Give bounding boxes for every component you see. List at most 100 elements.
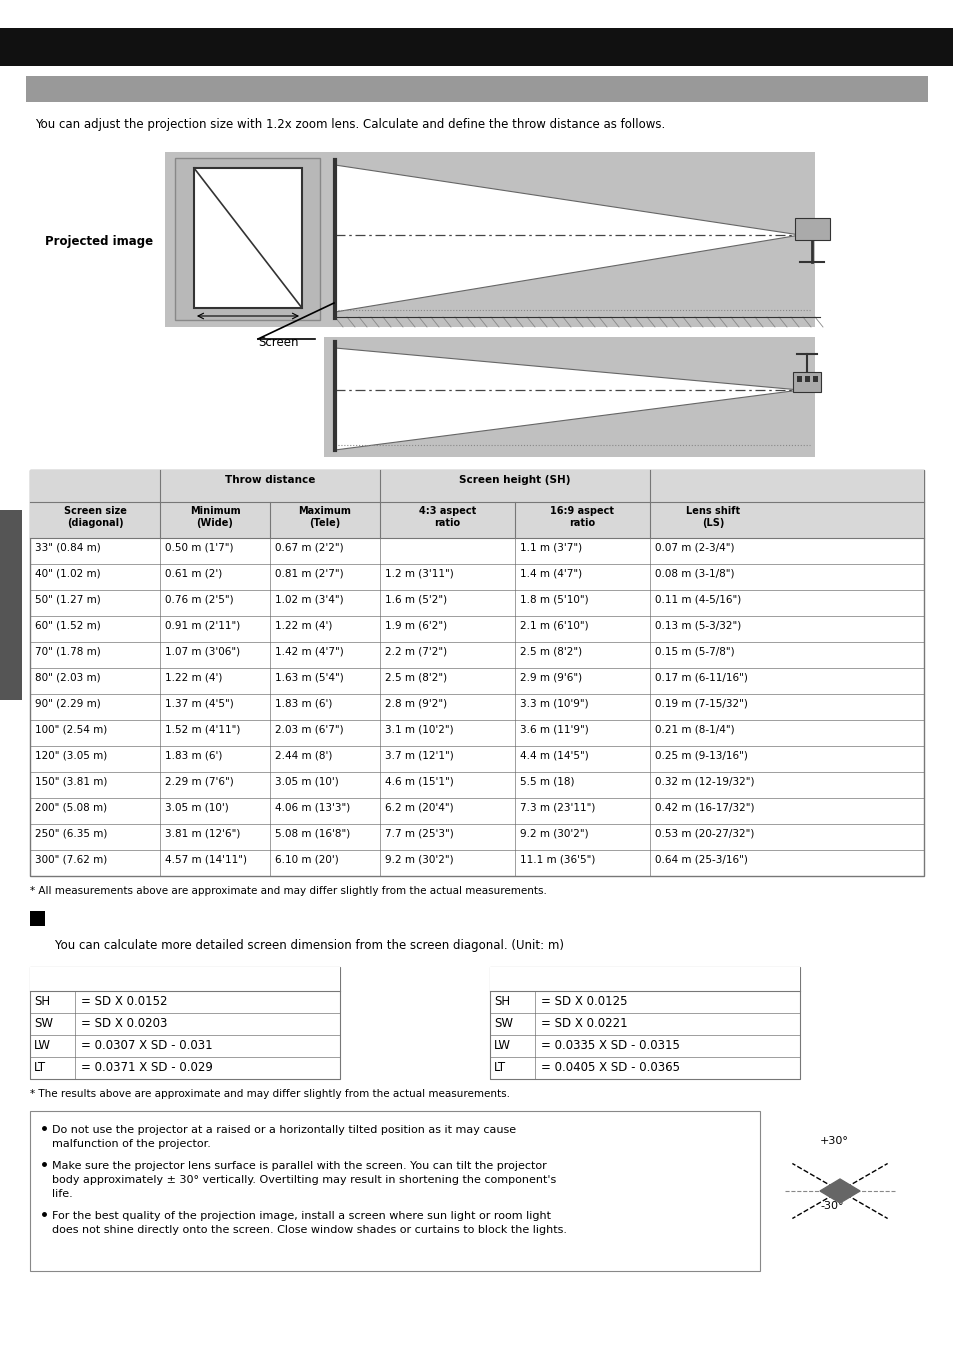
Text: 0.32 m (12-19/32"): 0.32 m (12-19/32"): [655, 777, 754, 788]
Text: 0.25 m (9-13/16"): 0.25 m (9-13/16"): [655, 751, 747, 761]
Polygon shape: [335, 165, 800, 312]
Text: 33" (0.84 m): 33" (0.84 m): [35, 543, 101, 553]
Text: 0.17 m (6-11/16"): 0.17 m (6-11/16"): [655, 673, 747, 684]
Bar: [0, 28, 953, 66]
Text: 250" (6.35 m): 250" (6.35 m): [35, 830, 108, 839]
Text: 80" (2.03 m): 80" (2.03 m): [35, 673, 100, 684]
Text: = 0.0307 X SD - 0.031: = 0.0307 X SD - 0.031: [81, 1039, 213, 1052]
Text: malfunction of the projector.: malfunction of the projector.: [52, 1139, 211, 1148]
Text: +30°: +30°: [820, 1136, 848, 1146]
Text: 60" (1.52 m): 60" (1.52 m): [35, 621, 101, 631]
Text: 0.42 m (16-17/32"): 0.42 m (16-17/32"): [655, 802, 754, 813]
Text: 4.6 m (15'1"): 4.6 m (15'1"): [385, 777, 454, 788]
Text: 1.83 m (6'): 1.83 m (6'): [274, 698, 332, 709]
Bar: [30, 470, 923, 503]
Text: 150" (3.81 m): 150" (3.81 m): [35, 777, 108, 788]
Text: 2.8 m (9'2"): 2.8 m (9'2"): [385, 698, 447, 709]
Bar: [30, 503, 923, 538]
Text: 4.06 m (13'3"): 4.06 m (13'3"): [274, 802, 350, 813]
Text: Screen: Screen: [257, 336, 298, 349]
Text: SW: SW: [494, 1017, 513, 1029]
Text: 1.63 m (5'4"): 1.63 m (5'4"): [274, 673, 343, 684]
Text: body approximately ± 30° vertically. Overtilting may result in shortening the co: body approximately ± 30° vertically. Ove…: [52, 1175, 556, 1185]
Text: 0.81 m (2'7"): 0.81 m (2'7"): [274, 569, 343, 580]
Text: LT: LT: [34, 1061, 46, 1074]
Text: 4.57 m (14'11"): 4.57 m (14'11"): [165, 855, 247, 865]
Text: 0.19 m (7-15/32"): 0.19 m (7-15/32"): [655, 698, 747, 709]
Text: 0.50 m (1'7"): 0.50 m (1'7"): [165, 543, 233, 553]
Text: 1.02 m (3'4"): 1.02 m (3'4"): [274, 594, 343, 605]
Text: 0.67 m (2'2"): 0.67 m (2'2"): [274, 543, 343, 553]
Text: * The results above are approximate and may differ slightly from the actual meas: * The results above are approximate and …: [30, 1089, 510, 1098]
Text: 0.21 m (8-1/4"): 0.21 m (8-1/4"): [655, 725, 734, 735]
Text: 1.9 m (6'2"): 1.9 m (6'2"): [385, 621, 447, 631]
Bar: [792, 372, 821, 392]
Bar: [26, 76, 927, 101]
Polygon shape: [335, 349, 800, 450]
Text: 50" (1.27 m): 50" (1.27 m): [35, 594, 101, 605]
Text: 0.53 m (20-27/32"): 0.53 m (20-27/32"): [655, 830, 754, 839]
Text: 1.4 m (4'7"): 1.4 m (4'7"): [519, 569, 581, 580]
Text: 90" (2.29 m): 90" (2.29 m): [35, 698, 101, 709]
Text: 6.10 m (20'): 6.10 m (20'): [274, 855, 338, 865]
Text: 5.08 m (16'8"): 5.08 m (16'8"): [274, 830, 350, 839]
Text: 9.2 m (30'2"): 9.2 m (30'2"): [519, 830, 588, 839]
Text: = 0.0405 X SD - 0.0365: = 0.0405 X SD - 0.0365: [540, 1061, 679, 1074]
Text: 0.13 m (5-3/32"): 0.13 m (5-3/32"): [655, 621, 740, 631]
Text: 6.2 m (20'4"): 6.2 m (20'4"): [385, 802, 453, 813]
Text: 1.83 m (6'): 1.83 m (6'): [165, 751, 222, 761]
Bar: [30, 967, 339, 992]
Text: Maximum
(Tele): Maximum (Tele): [298, 507, 351, 528]
Text: 40" (1.02 m): 40" (1.02 m): [35, 569, 100, 580]
Text: 1.22 m (4'): 1.22 m (4'): [274, 621, 332, 631]
Text: = SD X 0.0221: = SD X 0.0221: [540, 1017, 627, 1029]
Bar: [165, 153, 814, 327]
Bar: [0, 509, 22, 700]
Text: Throw distance: Throw distance: [225, 476, 314, 485]
Bar: [490, 967, 800, 1079]
Bar: [30, 1111, 760, 1271]
Bar: [324, 336, 814, 457]
Text: LW: LW: [494, 1039, 511, 1052]
Text: SH: SH: [34, 994, 51, 1008]
Text: 1.07 m (3'06"): 1.07 m (3'06"): [165, 647, 240, 657]
Text: Lens shift
(LS): Lens shift (LS): [686, 507, 740, 528]
Text: 0.91 m (2'11"): 0.91 m (2'11"): [165, 621, 240, 631]
Text: 1.2 m (3'11"): 1.2 m (3'11"): [385, 569, 454, 580]
Text: SW: SW: [34, 1017, 53, 1029]
Text: 7.7 m (25'3"): 7.7 m (25'3"): [385, 830, 454, 839]
Text: Projected image: Projected image: [45, 235, 153, 249]
Text: 0.15 m (5-7/8"): 0.15 m (5-7/8"): [655, 647, 734, 657]
Text: 120" (3.05 m): 120" (3.05 m): [35, 751, 107, 761]
Text: 200" (5.08 m): 200" (5.08 m): [35, 802, 107, 813]
Bar: [30, 967, 339, 1079]
Text: 4:3 aspect
ratio: 4:3 aspect ratio: [418, 507, 476, 528]
Text: = 0.0371 X SD - 0.029: = 0.0371 X SD - 0.029: [81, 1061, 213, 1074]
Text: 16:9 aspect
ratio: 16:9 aspect ratio: [550, 507, 614, 528]
Bar: [174, 158, 319, 320]
Text: 0.11 m (4-5/16"): 0.11 m (4-5/16"): [655, 594, 740, 605]
Text: 3.6 m (11'9"): 3.6 m (11'9"): [519, 725, 588, 735]
Text: SH: SH: [494, 994, 510, 1008]
Text: Do not use the projector at a raised or a horizontally tilted position as it may: Do not use the projector at a raised or …: [52, 1125, 516, 1135]
Text: 2.44 m (8'): 2.44 m (8'): [274, 751, 332, 761]
Text: ● Projection size(4:3): ● Projection size(4:3): [36, 971, 163, 984]
Text: 3.81 m (12'6"): 3.81 m (12'6"): [165, 830, 240, 839]
Text: 0.64 m (25-3/16"): 0.64 m (25-3/16"): [655, 855, 747, 865]
Text: Screen height (SH): Screen height (SH): [458, 476, 570, 485]
Text: LW: LW: [34, 1039, 51, 1052]
Text: 1.42 m (4'7"): 1.42 m (4'7"): [274, 647, 343, 657]
Text: = SD X 0.0203: = SD X 0.0203: [81, 1017, 167, 1029]
Text: 1.22 m (4'): 1.22 m (4'): [165, 673, 222, 684]
Bar: [804, 376, 809, 382]
Bar: [794, 218, 829, 240]
Text: 0.61 m (2'): 0.61 m (2'): [165, 569, 222, 580]
Text: Minimum
(Wide): Minimum (Wide): [190, 507, 240, 528]
Text: 5.5 m (18): 5.5 m (18): [519, 777, 574, 788]
Text: 1.37 m (4'5"): 1.37 m (4'5"): [165, 698, 233, 709]
Text: -30°: -30°: [820, 1201, 842, 1210]
Text: 2.1 m (6'10"): 2.1 m (6'10"): [519, 621, 588, 631]
Text: 1.8 m (5'10"): 1.8 m (5'10"): [519, 594, 588, 605]
Text: 2.29 m (7'6"): 2.29 m (7'6"): [165, 777, 233, 788]
Text: 0.08 m (3-1/8"): 0.08 m (3-1/8"): [655, 569, 734, 580]
